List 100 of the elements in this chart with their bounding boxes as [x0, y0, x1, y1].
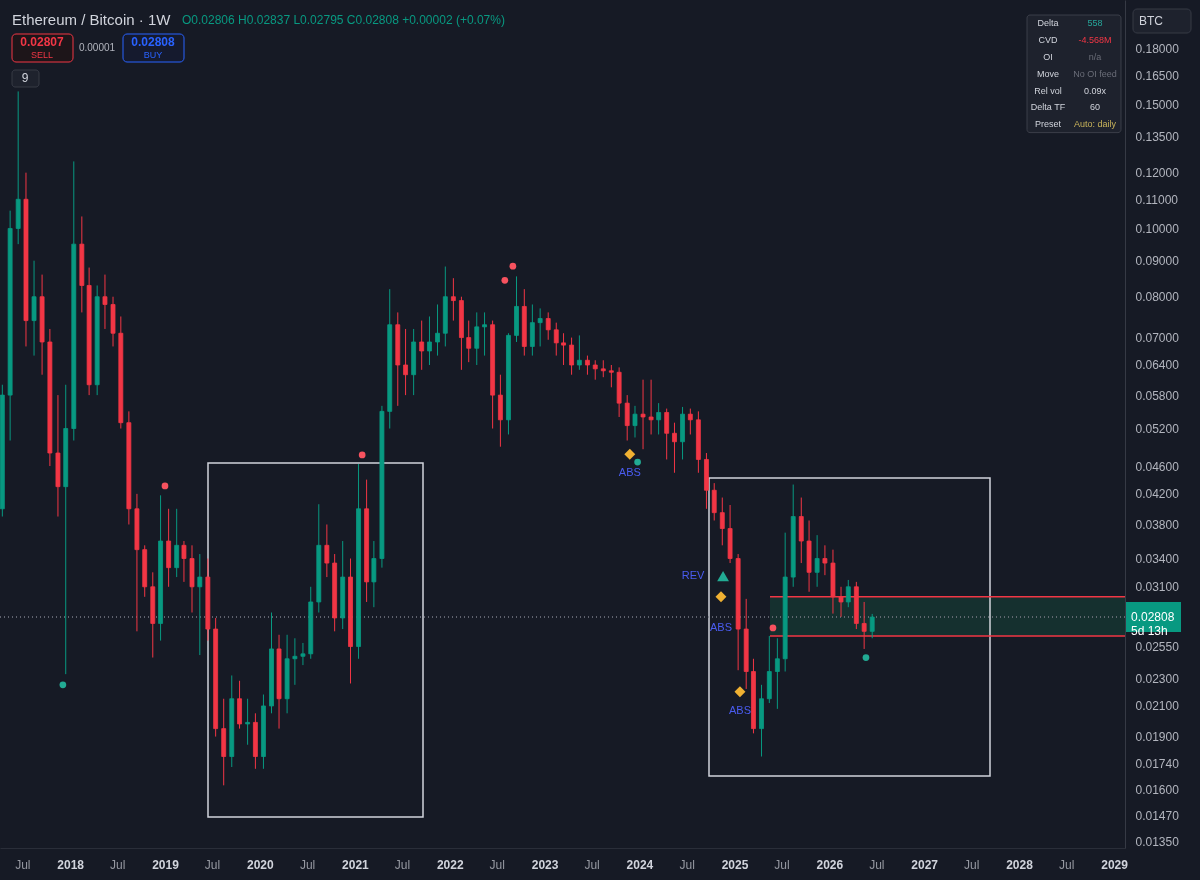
point — [734, 686, 746, 698]
x-tick-label: 2023 — [531, 857, 559, 872]
y-tick-label: 0.02550 — [1135, 640, 1180, 655]
candlestick — [719, 497, 725, 546]
candlestick — [324, 523, 330, 578]
annotation: 60 — [1089, 102, 1101, 113]
annotation: OI — [1043, 52, 1053, 62]
y-tick-label: 0.01470 — [1135, 808, 1180, 823]
text: O0.02806 H0.02837 L0.02795 C0.02808 +0.00002 (+0.07%) — [182, 13, 505, 27]
candlestick — [419, 320, 425, 371]
candlestick — [640, 379, 646, 450]
annotation: Delta TF — [1030, 102, 1066, 113]
candlestick — [537, 307, 543, 347]
candlestick — [576, 334, 582, 371]
candlestick — [814, 534, 820, 588]
point — [161, 482, 169, 490]
x-tick-label: Jul — [1059, 857, 1075, 872]
annotation: n/a — [1088, 52, 1102, 62]
y-tick-label: 0.02300 — [1135, 671, 1180, 686]
y-tick-label: 0.08000 — [1135, 290, 1180, 305]
annotation: ABS — [618, 466, 641, 479]
candlestick — [774, 637, 780, 710]
y-tick-label: 0.05200 — [1135, 422, 1180, 437]
y-tick-label: 0.04600 — [1135, 459, 1180, 474]
y-tick-label: 0.03400 — [1135, 552, 1180, 567]
annotation: ABS — [709, 620, 732, 633]
annotation: -4.568M — [1078, 35, 1112, 46]
candlestick — [102, 274, 108, 330]
candlestick — [561, 332, 566, 366]
y-tick-label: 0.06400 — [1135, 358, 1180, 373]
candlestick — [822, 544, 828, 576]
annotation: Move — [1036, 68, 1060, 79]
x-tick-label: 2021 — [342, 857, 370, 872]
y-tick-label: 0.01900 — [1135, 730, 1180, 745]
x-tick-label: Jul — [15, 857, 31, 872]
point — [509, 262, 517, 270]
annotation: REV — [681, 569, 706, 582]
candlestick — [466, 320, 472, 363]
y-tick-label: 0.07000 — [1135, 331, 1180, 346]
annotation: 0.09x — [1083, 85, 1107, 96]
y-tick-label: 0.02100 — [1135, 699, 1180, 714]
annotation: Preset — [1034, 119, 1062, 130]
point — [769, 624, 777, 632]
y-tick-label: 0.01350 — [1135, 834, 1180, 849]
point — [358, 451, 366, 459]
candlestick — [435, 303, 440, 357]
y-tick-label: 0.18000 — [1135, 42, 1180, 57]
candlestick — [656, 402, 662, 435]
x-tick-label: 2022 — [436, 857, 464, 872]
point — [501, 277, 509, 284]
candlestick — [292, 637, 298, 686]
annotation: Rel vol — [1034, 85, 1062, 96]
x-tick-label: Jul — [869, 857, 885, 872]
annotation: 9 — [21, 71, 29, 85]
candlestick — [869, 613, 875, 639]
annotation: No OI feed — [1073, 68, 1117, 79]
y-tick-label: 0.12000 — [1135, 166, 1180, 181]
annotation: 0.00001 — [78, 42, 116, 53]
x-tick-label: 2029 — [1101, 857, 1129, 872]
candlestick — [245, 698, 250, 746]
candlestick — [553, 322, 559, 357]
annotation: 0.02807 — [20, 35, 65, 49]
x-tick-label: 2018 — [57, 857, 85, 872]
x-tick-label: Jul — [964, 857, 980, 872]
candlestick — [569, 337, 574, 376]
point — [59, 681, 67, 689]
annotation: CVD — [1038, 35, 1058, 46]
candlestick — [585, 355, 590, 376]
annotation: SELL — [30, 50, 54, 60]
x-tick-label: 2026 — [816, 857, 844, 872]
candlestick — [427, 315, 432, 366]
candlestick — [31, 260, 37, 357]
text: BTC — [1139, 14, 1164, 28]
x-tick-label: Jul — [489, 857, 505, 872]
ref-line-label: 0.02808 5d 13h — [1131, 610, 1175, 639]
y-tick-label: 0.01740 — [1135, 756, 1180, 771]
x-tick-label: Jul — [394, 857, 411, 872]
x-tick-label: 2025 — [721, 857, 749, 872]
y-tick-label: 0.15000 — [1135, 97, 1180, 112]
candlestick — [711, 482, 717, 521]
candlestick — [197, 553, 203, 656]
y-tick-label: 0.09000 — [1135, 254, 1180, 269]
candlestick — [664, 408, 670, 460]
y-tick-label: 0.11000 — [1135, 192, 1179, 207]
x-tick-label: 2020 — [246, 857, 274, 872]
point — [715, 591, 727, 603]
y-tick-label: 0.16500 — [1135, 68, 1180, 83]
candlestick — [529, 303, 535, 357]
annotation: Auto: daily — [1073, 119, 1117, 130]
candlestick — [474, 311, 480, 366]
point — [862, 654, 870, 661]
x-tick-label: Jul — [299, 857, 316, 872]
y-tick-label: 0.01600 — [1135, 782, 1180, 797]
candlestick — [608, 364, 614, 388]
candlestick — [845, 579, 851, 608]
y-tick-label: 0.10000 — [1135, 221, 1180, 236]
x-tick-label: 2027 — [911, 857, 939, 872]
candlestick — [687, 408, 693, 435]
text: Ethereum / Bitcoin · 1W — [12, 11, 172, 28]
candlestick — [371, 540, 377, 608]
